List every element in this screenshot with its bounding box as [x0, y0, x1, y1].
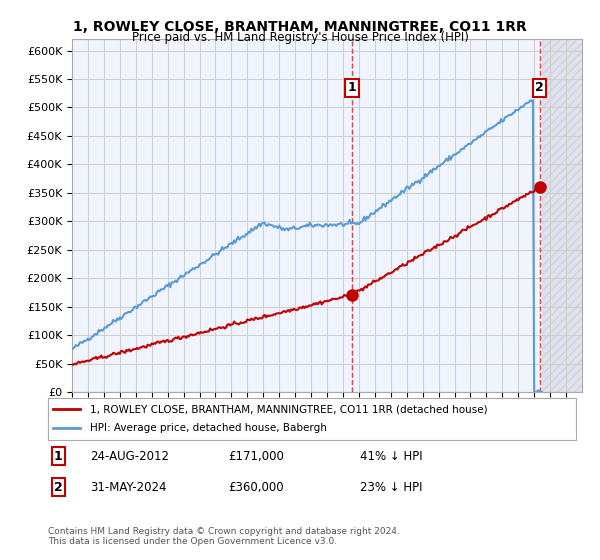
Text: HPI: Average price, detached house, Babergh: HPI: Average price, detached house, Babe…: [90, 423, 327, 433]
Text: 1, ROWLEY CLOSE, BRANTHAM, MANNINGTREE, CO11 1RR: 1, ROWLEY CLOSE, BRANTHAM, MANNINGTREE, …: [73, 20, 527, 34]
Text: 2: 2: [54, 480, 63, 494]
Text: £171,000: £171,000: [228, 450, 284, 463]
Text: 1: 1: [348, 81, 356, 94]
Text: 41% ↓ HPI: 41% ↓ HPI: [360, 450, 422, 463]
Text: 1, ROWLEY CLOSE, BRANTHAM, MANNINGTREE, CO11 1RR (detached house): 1, ROWLEY CLOSE, BRANTHAM, MANNINGTREE, …: [90, 404, 488, 414]
Bar: [542, 39, 582, 392]
Text: Contains HM Land Registry data © Crown copyright and database right 2024.
This d: Contains HM Land Registry data © Crown c…: [48, 526, 400, 546]
Text: £360,000: £360,000: [228, 480, 284, 494]
Text: Price paid vs. HM Land Registry's House Price Index (HPI): Price paid vs. HM Land Registry's House …: [131, 31, 469, 44]
Text: 24-AUG-2012: 24-AUG-2012: [90, 450, 169, 463]
Text: 23% ↓ HPI: 23% ↓ HPI: [360, 480, 422, 494]
Text: 31-MAY-2024: 31-MAY-2024: [90, 480, 167, 494]
Text: 2: 2: [535, 81, 544, 94]
Text: 1: 1: [54, 450, 63, 463]
